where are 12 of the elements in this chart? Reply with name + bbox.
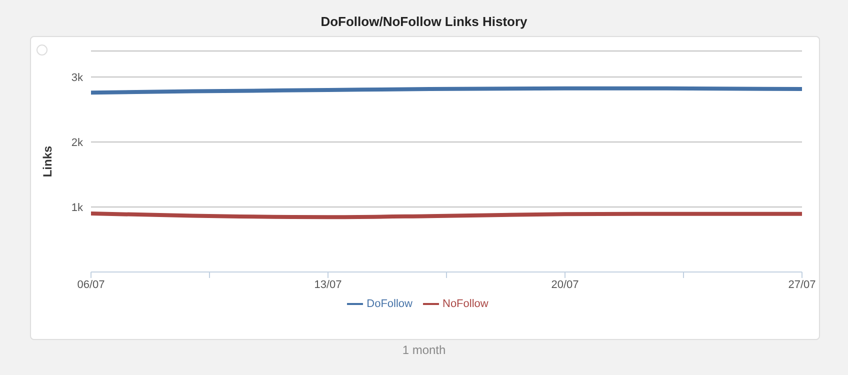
y-tick-label: 1k xyxy=(71,202,84,214)
chart-title: DoFollow/NoFollow Links History xyxy=(320,14,528,29)
text: 1 month xyxy=(401,343,447,357)
y-tick-label: 3k xyxy=(71,72,84,84)
legend-label: NoFollow xyxy=(442,298,488,310)
x-tick-label: 06/07 xyxy=(77,278,105,291)
x-tick-label: 27/07 xyxy=(788,278,816,291)
x-tick-label: 20/07 xyxy=(551,278,579,291)
y-axis-title: Links xyxy=(40,146,54,178)
y-tick-label: 2k xyxy=(71,136,84,149)
x-tick-label: 13/07 xyxy=(314,278,342,291)
legend-label: DoFollow xyxy=(366,298,412,310)
